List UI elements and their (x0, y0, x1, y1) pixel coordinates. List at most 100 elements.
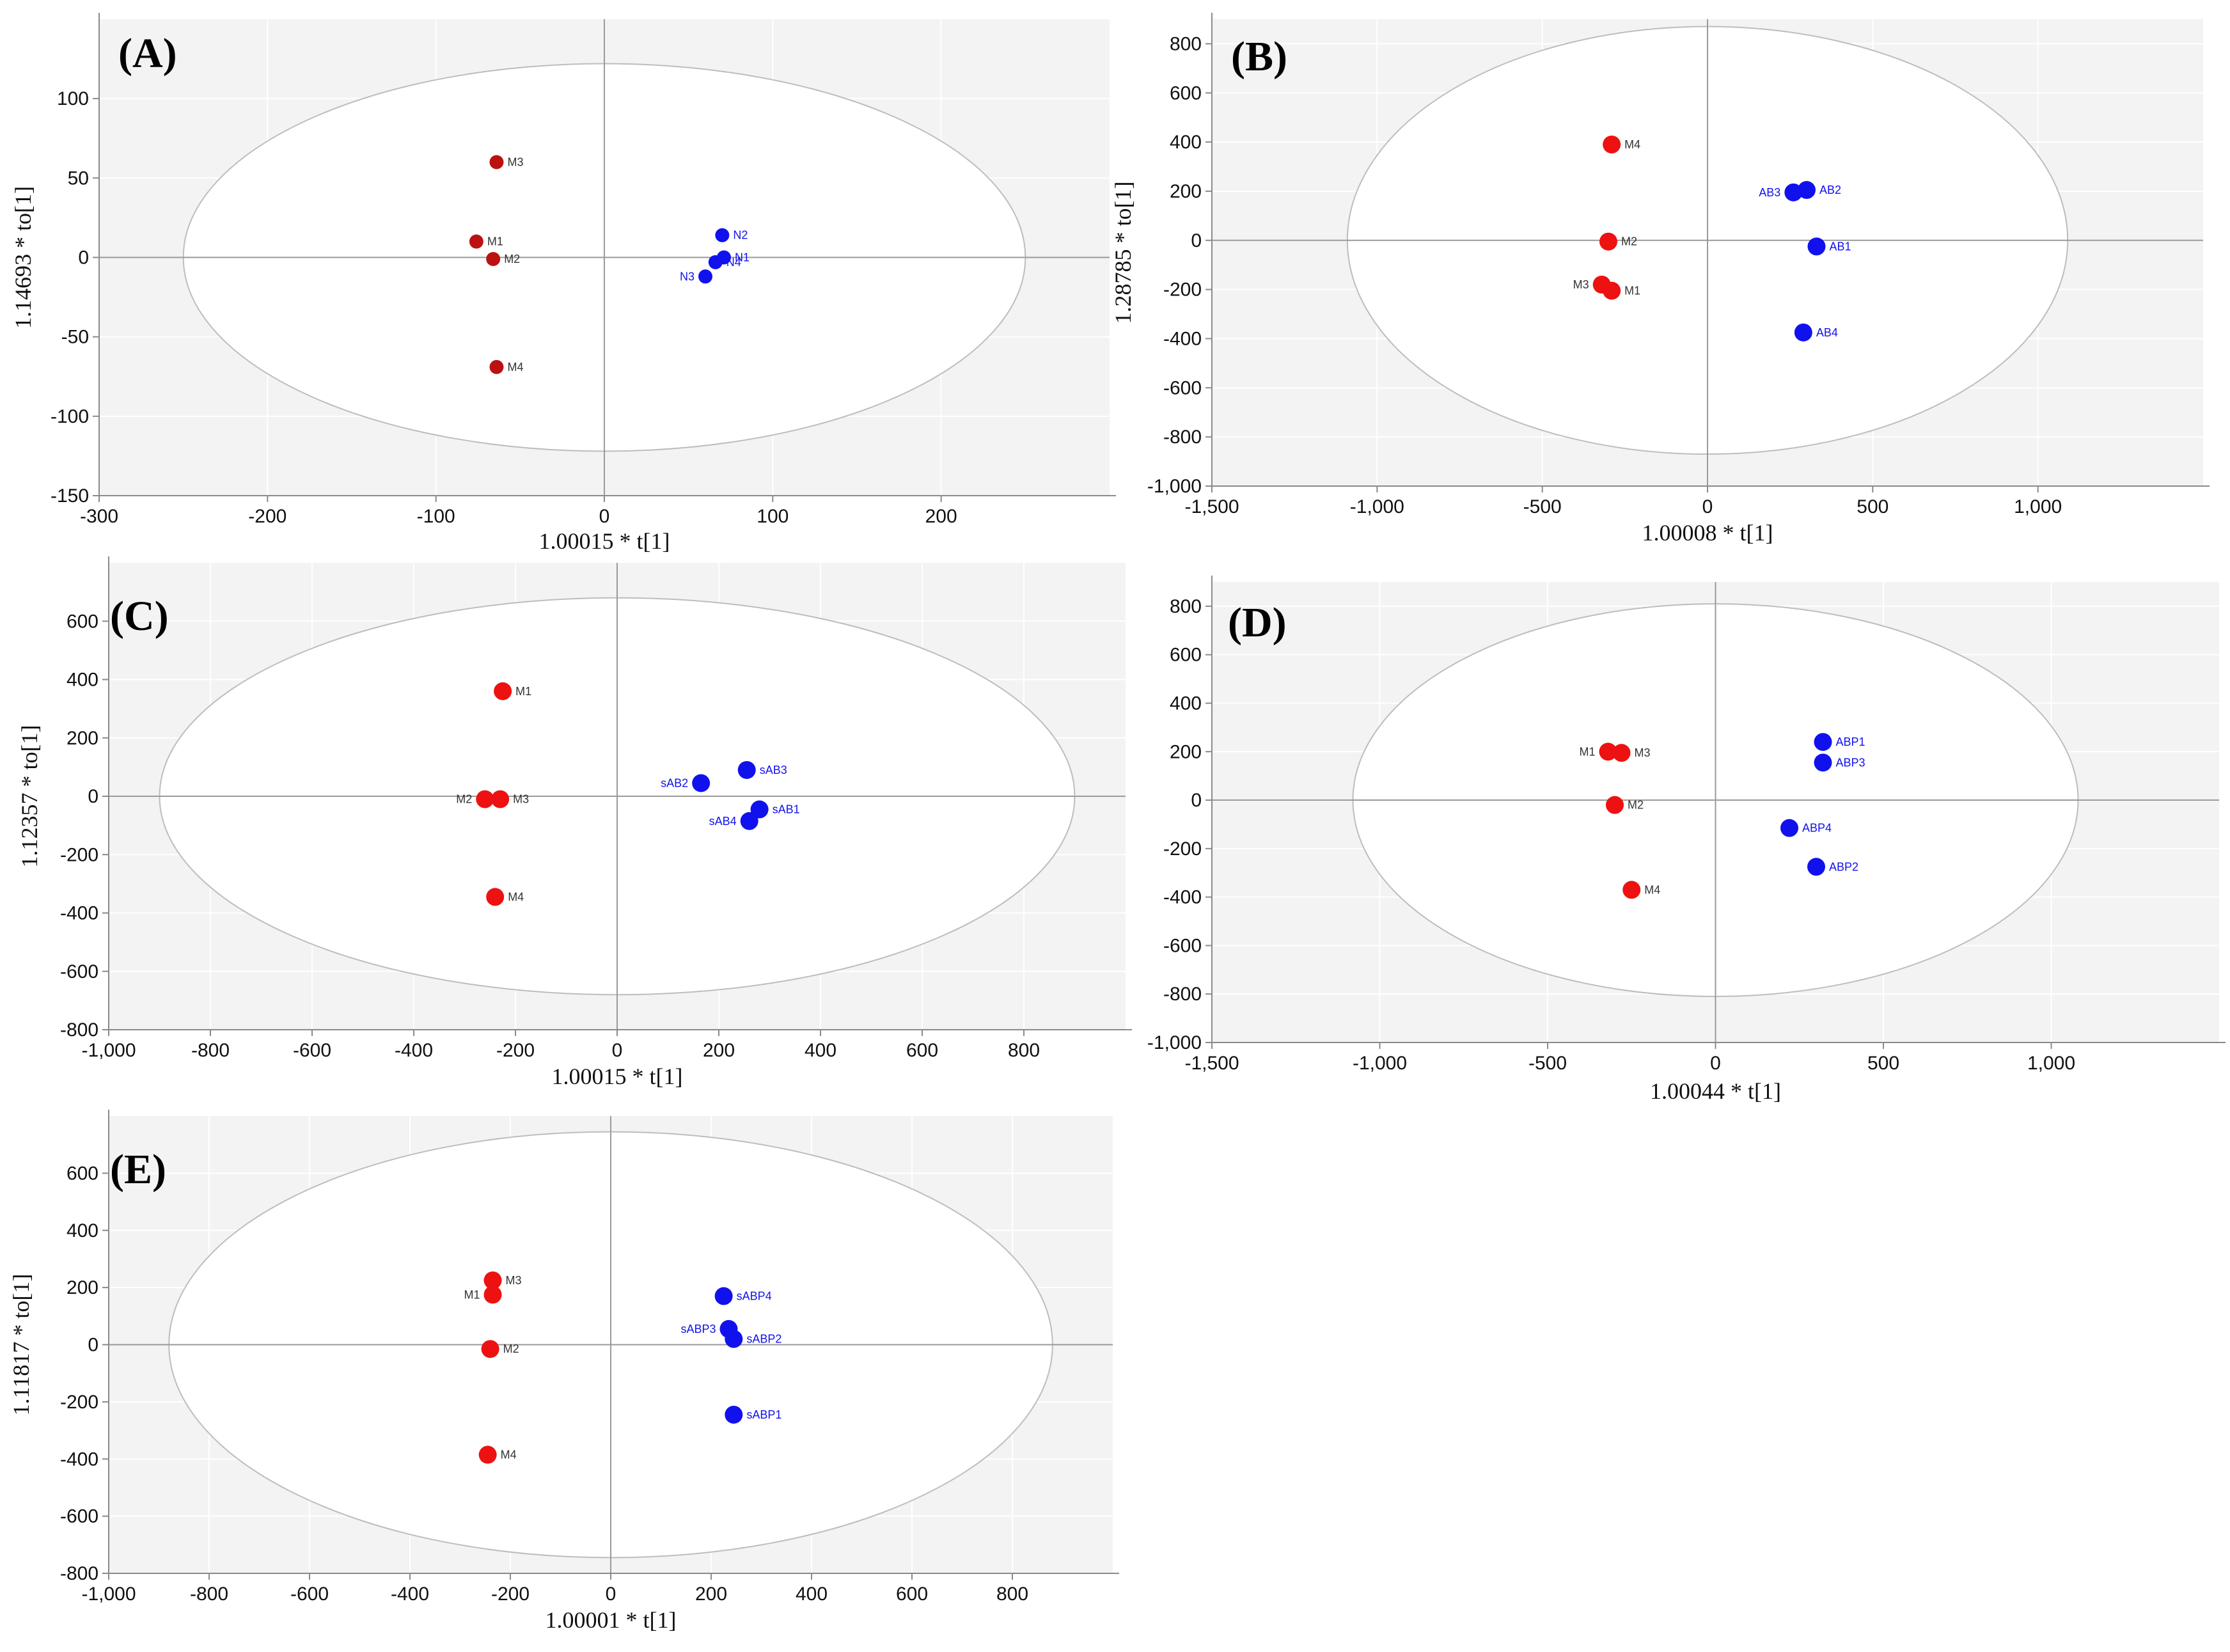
data-point (692, 774, 711, 792)
data-point-label: M4 (507, 361, 523, 374)
x-tick-label: 200 (703, 1040, 735, 1061)
x-tick-label: -500 (1528, 1053, 1567, 1074)
data-point (737, 760, 756, 779)
data-point-label: M4 (1644, 883, 1660, 896)
data-point-label: M2 (503, 1342, 519, 1355)
x-tick-label: -400 (391, 1584, 429, 1605)
data-point (478, 1445, 497, 1464)
data-point (725, 1330, 743, 1348)
y-tick-label: 800 (1170, 596, 1202, 617)
x-tick-label: 0 (606, 1584, 616, 1605)
data-point (1622, 881, 1641, 899)
x-axis-title: 1.00015 * t[1] (552, 1064, 683, 1089)
y-tick-label: 600 (1170, 83, 1202, 104)
data-point-label: M1 (1624, 285, 1640, 297)
y-tick-label: -600 (1163, 935, 1202, 956)
panel-c: -1,000 -800 -600 -400 -200 0 200 400 600 800-800-… (17, 556, 1132, 1089)
data-point (1606, 796, 1624, 814)
data-point-label: N3 (680, 270, 695, 283)
x-tick-label: 1,000 (2027, 1053, 2075, 1074)
x-tick-label: -1,500 (1184, 496, 1239, 517)
data-point (481, 1340, 499, 1358)
data-point-label: M2 (1621, 235, 1637, 248)
x-tick-label: 500 (1867, 1053, 1899, 1074)
x-tick-label: 0 (1702, 496, 1713, 517)
x-tick-label: -1,000 (81, 1040, 136, 1061)
y-tick-label: -400 (60, 1449, 98, 1470)
panel-b: -1,500 -1,000 -500 0 500 1,000-1,000-800-600-… (1110, 13, 2210, 546)
y-tick-label: -200 (60, 1392, 98, 1413)
data-point (1780, 819, 1798, 837)
data-point (494, 682, 512, 700)
data-point (1807, 237, 1826, 256)
data-point (1603, 281, 1621, 300)
x-tick-label: -600 (293, 1040, 331, 1061)
data-point-label: M2 (1628, 799, 1644, 812)
y-tick-label: 200 (1170, 181, 1202, 202)
x-tick-label: 100 (757, 506, 789, 527)
data-point (1807, 858, 1825, 876)
data-point (714, 1287, 733, 1305)
data-point (476, 790, 494, 808)
data-point-label: M3 (513, 793, 529, 806)
data-point (469, 234, 483, 249)
x-axis-title: 1.00015 * t[1] (539, 528, 670, 554)
data-point (1814, 733, 1832, 751)
y-tick-label: 400 (1170, 132, 1202, 153)
y-tick-label: -200 (1163, 279, 1202, 301)
y-tick-label: -800 (60, 1563, 98, 1584)
data-point-label: sAB4 (709, 815, 737, 828)
data-point-label: M3 (1635, 746, 1651, 759)
x-tick-label: -200 (496, 1040, 535, 1061)
data-point-label: M3 (507, 156, 523, 169)
data-point-label: N2 (733, 229, 748, 242)
panel-d: -1,500 -1,000 -500 0 500 1,000-1,000-800-600-… (1147, 576, 2226, 1104)
y-axis-title: 1.14693 * to[1] (10, 186, 36, 329)
data-point (740, 812, 758, 830)
data-point-label: sAB2 (661, 776, 688, 789)
x-tick-label: 600 (906, 1040, 938, 1061)
data-point-label: M2 (504, 253, 520, 265)
y-tick-label: 0 (1191, 230, 1202, 251)
data-point-label: sABP1 (746, 1408, 781, 1421)
panel-label: (C) (110, 593, 169, 640)
data-point (489, 359, 504, 374)
panel-label: (E) (110, 1146, 166, 1193)
x-tick-label: 200 (925, 506, 957, 527)
y-tick-label: 400 (67, 1220, 98, 1241)
data-point-label: AB2 (1819, 184, 1841, 196)
panel-label: (D) (1228, 599, 1287, 646)
y-tick-label: -800 (1163, 984, 1202, 1005)
data-point-label: M1 (487, 235, 503, 248)
y-tick-label: 600 (67, 611, 98, 632)
data-point (491, 790, 510, 808)
y-tick-label: -100 (51, 406, 89, 427)
x-tick-label: 400 (796, 1584, 828, 1605)
data-point-label: ABP2 (1829, 860, 1858, 873)
data-point (1599, 232, 1617, 251)
y-tick-label: 400 (67, 670, 98, 691)
data-point-label: M1 (464, 1288, 480, 1301)
x-axis-title: 1.00001 * t[1] (546, 1607, 677, 1633)
data-point-label: ABP3 (1836, 756, 1865, 769)
y-tick-label: 200 (67, 728, 98, 749)
y-tick-label: -1,000 (1147, 1032, 1202, 1053)
x-tick-label: -200 (491, 1584, 530, 1605)
x-tick-label: 800 (996, 1584, 1028, 1605)
x-tick-label: 0 (612, 1040, 623, 1061)
y-tick-label: 0 (88, 1335, 98, 1356)
x-tick-label: 0 (599, 506, 610, 527)
y-tick-label: 50 (68, 168, 89, 189)
y-tick-label: -600 (60, 961, 98, 982)
data-point (1612, 744, 1631, 762)
x-axis-title: 1.00044 * t[1] (1650, 1078, 1781, 1104)
data-point (750, 800, 769, 819)
data-point (698, 269, 712, 284)
x-tick-label: 500 (1857, 496, 1888, 517)
data-point (708, 255, 723, 269)
data-point-label: sABP2 (746, 1333, 781, 1346)
data-point-label: ABP4 (1802, 822, 1832, 835)
x-tick-label: -1,500 (1184, 1053, 1239, 1074)
data-point (483, 1286, 502, 1304)
